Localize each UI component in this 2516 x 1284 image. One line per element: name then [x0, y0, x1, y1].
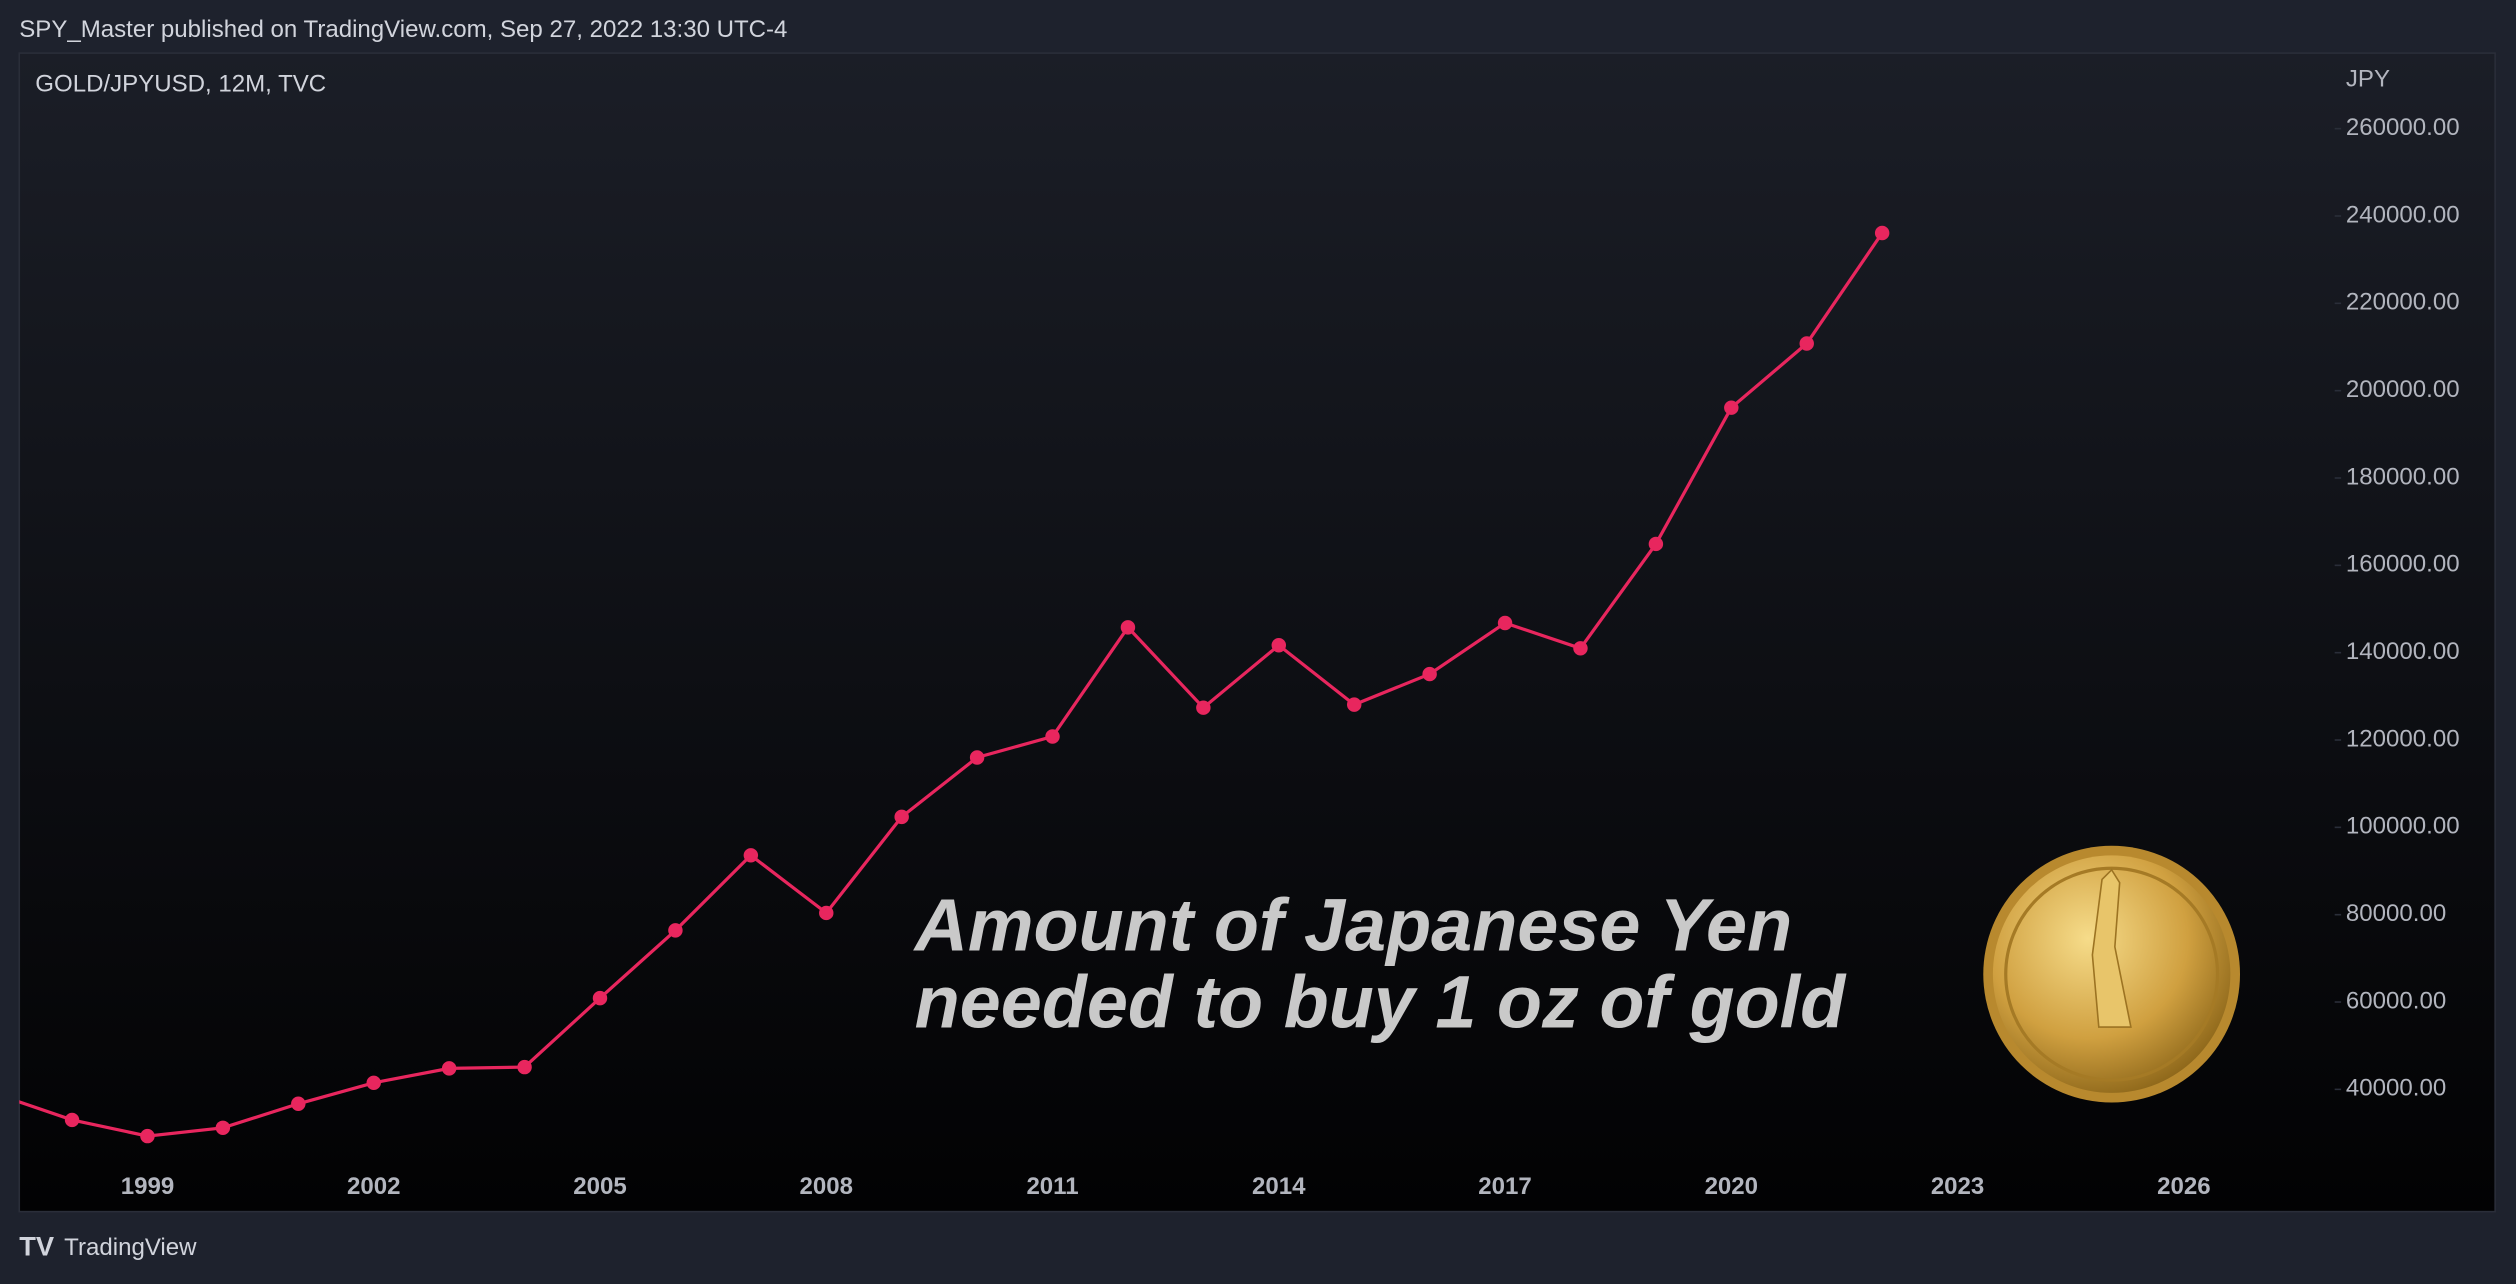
y-tick-label: 220000.00	[2346, 289, 2460, 316]
price-line	[19, 232, 1884, 1138]
data-point	[1346, 697, 1362, 712]
y-tick-label: 120000.00	[2346, 725, 2460, 752]
data-point	[1724, 400, 1739, 415]
y-tick-label: 60000.00	[2346, 987, 2446, 1014]
data-point	[592, 990, 608, 1006]
data-point	[1196, 700, 1211, 715]
data-point	[1874, 225, 1890, 241]
gold-coin	[1983, 845, 2241, 1103]
data-point	[1045, 729, 1060, 744]
data-point	[0, 1087, 4, 1101]
x-tick-label: 2014	[1252, 1173, 1306, 1200]
x-tick-label: 2011	[1026, 1173, 1078, 1200]
data-point	[1422, 666, 1437, 682]
y-tick-label: 180000.00	[2346, 463, 2460, 490]
data-point	[140, 1128, 155, 1144]
y-tick-label: 40000.00	[2346, 1075, 2446, 1102]
x-tick-label: 1999	[121, 1173, 175, 1200]
data-point	[441, 1061, 457, 1076]
data-point	[517, 1059, 532, 1075]
data-point	[1573, 641, 1588, 656]
x-tick-label: 2002	[347, 1173, 401, 1200]
symbol-label: GOLD/JPYUSD, 12M, TVC	[35, 71, 326, 98]
y-tick-label: 100000.00	[2346, 813, 2460, 840]
y-tick-label: 140000.00	[2346, 638, 2460, 665]
y-tick-label: 260000.00	[2346, 114, 2460, 141]
x-tick-label: 2026	[2157, 1173, 2211, 1200]
y-tick-label: 200000.00	[2346, 376, 2460, 403]
data-point	[1648, 536, 1664, 552]
data-point	[1799, 336, 1814, 351]
data-point	[1497, 615, 1513, 631]
x-tick-label: 2023	[1931, 1173, 1984, 1200]
data-point	[64, 1112, 80, 1128]
data-point	[215, 1120, 231, 1136]
x-tick-label: 2017	[1478, 1173, 1532, 1200]
data-point	[366, 1075, 381, 1091]
data-point	[291, 1096, 306, 1111]
annotation: Amount of Japanese Yen	[913, 883, 1793, 966]
data-point	[668, 923, 683, 938]
plot	[0, 225, 1890, 1144]
x-tick-label: 2008	[800, 1173, 854, 1200]
data-point	[969, 750, 985, 765]
data-point	[743, 848, 759, 863]
data-point	[894, 809, 909, 825]
x-tick-label: 2020	[1705, 1173, 1759, 1200]
publish-header: SPY_Master published on TradingView.com,…	[19, 16, 787, 43]
data-point	[1271, 638, 1287, 653]
y-tick-label: 240000.00	[2346, 201, 2460, 228]
data-point	[1120, 620, 1136, 635]
annotation: needed to buy 1 oz of gold	[915, 960, 1848, 1043]
y-tick-label: 160000.00	[2346, 551, 2460, 578]
tv-logo: TV	[19, 1231, 54, 1262]
footer-brand: TradingView	[64, 1234, 197, 1261]
data-point	[819, 905, 834, 921]
x-tick-label: 2005	[573, 1173, 627, 1200]
y-unit: JPY	[2346, 66, 2390, 93]
y-tick-label: 80000.00	[2346, 900, 2446, 927]
